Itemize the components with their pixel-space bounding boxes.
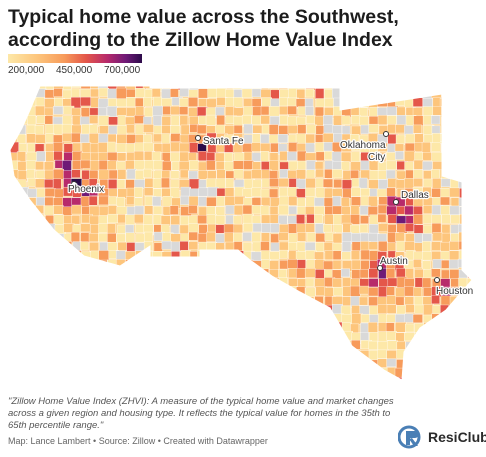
city-label-oklahoma-city: Oklahoma [340,140,386,151]
legend-gradient-bar [8,54,142,63]
legend-tick-label: 700,000 [104,65,141,76]
resiclub-logo-text: ResiClub [428,429,486,445]
city-label-santa-fe: Santa Fe [203,136,244,147]
city-label-austin: Austin [380,256,408,267]
city-marker-phoenix[interactable]: Phoenix [67,181,105,196]
city-marker-houston[interactable]: Houston [434,277,475,298]
city-marker-dallas[interactable]: Dallas [393,189,430,205]
city-marker-oklahoma-city[interactable]: Oklahoma City [339,131,389,164]
zip-code-cells [10,86,472,380]
color-legend: 200,000 450,000 700,000 [8,54,142,79]
city-label-oklahoma-city-line2: City [368,152,385,163]
city-label-phoenix: Phoenix [68,184,104,195]
choropleth-map[interactable]: Santa Fe Phoenix Oklahoma City Dallas Au… [0,80,486,390]
source-credit: Map: Lance Lambert • Source: Zillow • Cr… [8,436,268,446]
city-marker-santa-fe[interactable]: Santa Fe [195,135,245,148]
city-markers: Santa Fe Phoenix Oklahoma City Dallas Au… [67,131,475,298]
city-label-houston: Houston [436,286,473,297]
legend-tick-label: 200,000 [8,65,45,76]
map-svg[interactable]: Santa Fe Phoenix Oklahoma City Dallas Au… [0,80,486,390]
legend-labels: 200,000 450,000 700,000 [8,65,142,79]
methodology-note: "Zillow Home Value Index (ZHVI): A measu… [8,396,394,431]
city-marker-austin[interactable]: Austin [377,255,409,271]
chart-title: Typical home value across the Southwest,… [8,6,399,51]
resiclub-logo: ResiClub [398,424,486,450]
resiclub-logo-mark-icon [398,425,421,449]
city-label-dallas: Dallas [401,190,429,201]
legend-tick-label: 450,000 [56,65,93,76]
